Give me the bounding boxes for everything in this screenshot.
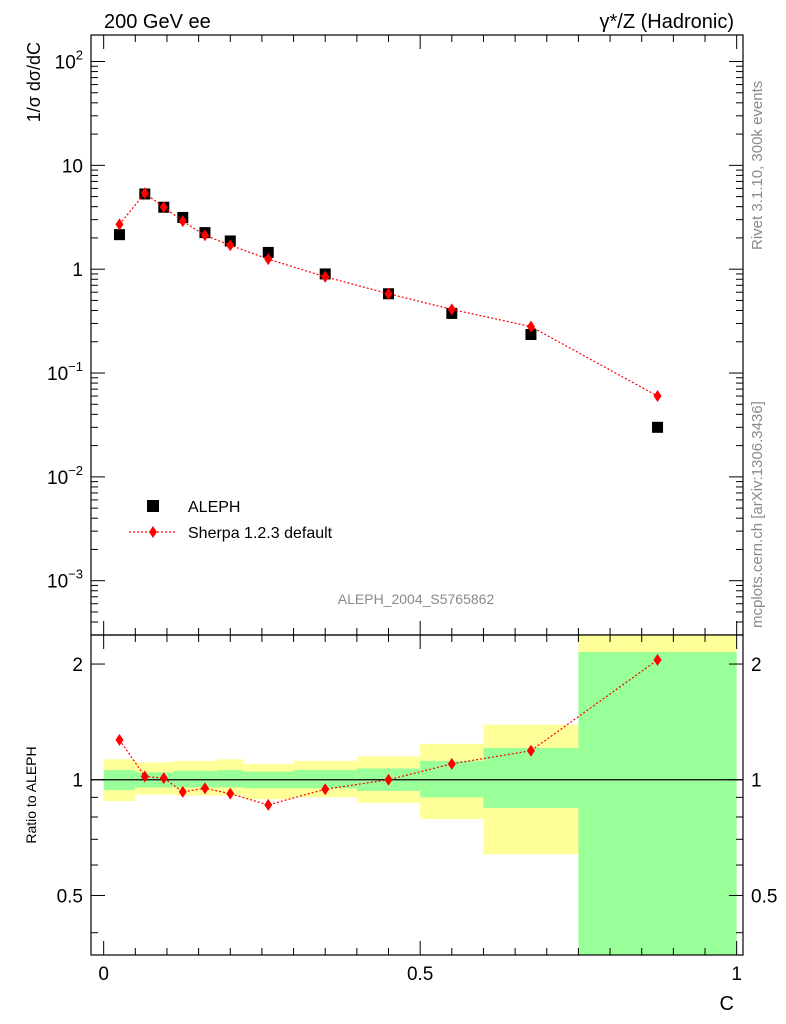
sherpa-point	[384, 287, 393, 300]
ratio-panel-frame	[90, 634, 744, 956]
main-y-tick-label: 10−3	[47, 567, 83, 593]
main-y-tick-label: 10−1	[47, 359, 83, 385]
analysis-watermark: ALEPH_2004_S5765862	[338, 591, 495, 607]
ratio-band-inner	[578, 651, 737, 955]
rivet-label: Rivet 3.1.10, 300k events	[749, 81, 766, 250]
sherpa-point	[447, 303, 456, 316]
ratio-y-tick-label-left: 1	[72, 771, 83, 792]
main-y-axis-label: 1/σ dσ/dC	[24, 42, 44, 122]
main-y-tick-label: 10	[62, 156, 83, 177]
x-tick-label: 1	[731, 964, 742, 985]
legend-sherpa-marker	[149, 526, 157, 538]
x-tick-label: 0.5	[407, 964, 433, 985]
ratio-sherpa-point	[178, 785, 187, 798]
ratio-sherpa-point	[115, 733, 124, 746]
ratio-y-axis-label: Ratio to ALEPH	[23, 746, 39, 843]
aleph-data-point	[262, 246, 274, 258]
ratio-sherpa-point	[384, 773, 393, 786]
x-tick-label: 0	[98, 964, 109, 985]
ratio-sherpa-point	[264, 798, 273, 811]
ratio-y-tick-label-right: 1	[751, 771, 762, 792]
main-panel-frame	[90, 34, 744, 636]
sherpa-line	[119, 192, 658, 397]
ratio-y-axis: 0.5 0.5 1 1 2 2	[57, 655, 777, 934]
sherpa-point	[200, 229, 209, 242]
x-axis: 0 0.5 1	[98, 35, 742, 985]
aleph-data-point	[525, 328, 537, 340]
ratio-band-inner	[483, 747, 579, 808]
legend-aleph-label: ALEPH	[188, 499, 240, 516]
legend-aleph-marker	[147, 500, 159, 512]
ratio-sherpa-point	[200, 782, 209, 795]
ratio-y-tick-label-left: 0.5	[57, 886, 83, 907]
x-axis-label: C	[720, 993, 734, 1015]
ratio-sherpa-point	[526, 744, 535, 757]
sherpa-point	[226, 239, 235, 252]
sherpa-point	[140, 187, 149, 200]
ratio-band-inner	[217, 770, 243, 788]
sherpa-point	[526, 320, 535, 333]
ratio-y-tick-label-left: 2	[72, 655, 83, 676]
header-right-title: γ*/Z (Hadronic)	[600, 11, 734, 33]
mcplots-label: mcplots.cern.ch [arXiv:1306.3436]	[749, 401, 766, 628]
sherpa-point	[159, 201, 168, 214]
sherpa-point	[115, 218, 124, 231]
main-y-tick-label: 1	[72, 260, 83, 281]
ratio-sherpa-point	[447, 757, 456, 770]
ratio-sherpa-point	[140, 770, 149, 783]
sherpa-point	[264, 253, 273, 266]
ratio-y-tick-label-right: 0.5	[751, 886, 777, 907]
ratio-sherpa-point	[321, 783, 330, 796]
ratio-plot-content	[91, 635, 743, 955]
main-y-tick-label: 102	[55, 48, 83, 74]
aleph-data-point	[113, 229, 125, 241]
main-y-axis: 10−3 10−2 10−1 1 10 102	[47, 48, 743, 636]
ratio-sherpa-point	[159, 772, 168, 785]
sherpa-point	[653, 390, 662, 403]
sherpa-point	[321, 270, 330, 283]
main-panel: ALEPH_2004_S5765862 1/σ dσ/dC ALEPH Sher…	[24, 34, 744, 636]
aleph-data-point	[652, 421, 664, 433]
legend-sherpa-label: Sherpa 1.2.3 default	[188, 525, 333, 542]
ratio-sherpa-point	[653, 653, 662, 666]
sherpa-point	[178, 215, 187, 228]
ratio-panel: Ratio to ALEPH 0.5 0.51 12 2 0 0.5 1 C	[23, 35, 777, 1015]
main-plot-content	[113, 187, 664, 433]
legend: ALEPH Sherpa 1.2.3 default	[129, 499, 333, 542]
ratio-sherpa-point	[226, 787, 235, 800]
main-y-tick-label: 10−2	[47, 463, 83, 489]
ratio-y-tick-label-right: 2	[751, 655, 762, 676]
ratio-band-inner	[173, 770, 218, 788]
header-left-title: 200 GeV ee	[104, 11, 211, 33]
